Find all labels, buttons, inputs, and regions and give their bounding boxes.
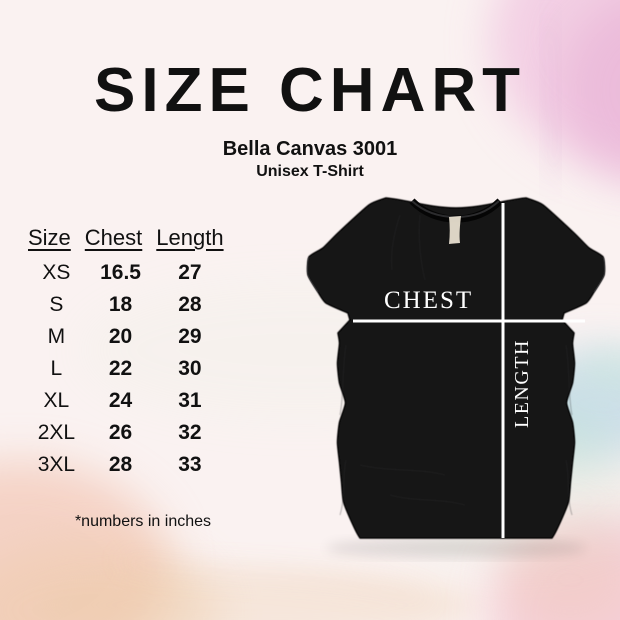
svg-text:CHEST: CHEST (384, 287, 473, 314)
svg-text:LENGTH: LENGTH (511, 339, 533, 428)
